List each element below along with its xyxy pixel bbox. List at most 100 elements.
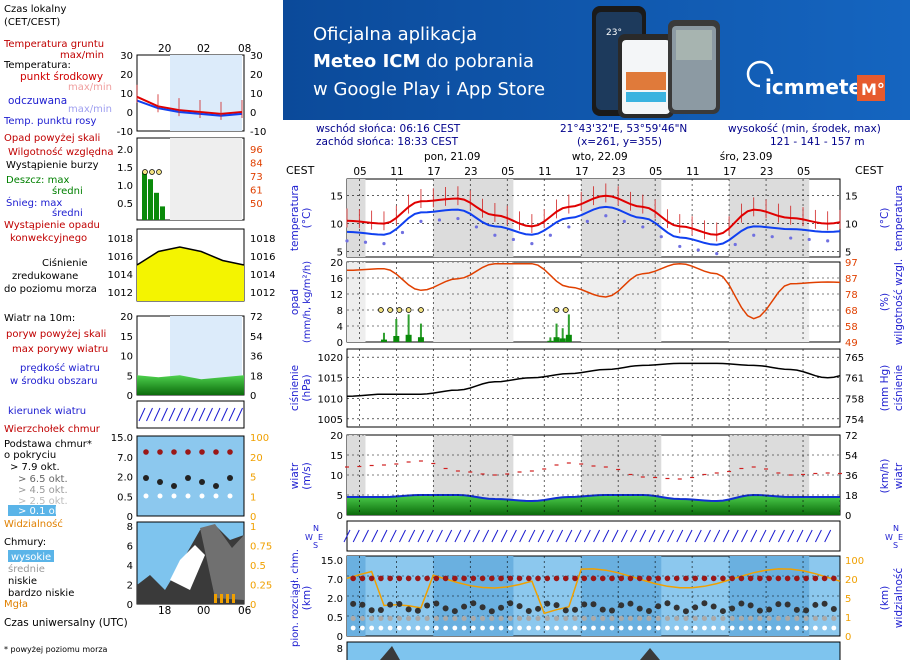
legend-wind-fill [137,375,244,395]
cloud-base-dot [516,603,523,610]
wind-arrow-icon [731,529,739,543]
legend-above-scale: Opad powyżej skali [4,133,100,144]
axis-right-label: 20 [845,575,858,586]
cloud-base-light-dot [544,625,550,631]
legend-cloud-base-dot [185,475,191,481]
cloud-base-light-dot [739,625,744,631]
wind-arrow-icon [528,529,536,543]
axis-left-label: 15 [330,451,343,462]
cloud-top-dot [562,575,569,582]
legend-octas-65: > 6.5 okt. [18,474,68,485]
dew-point [437,218,442,222]
cloud-base-dot [442,605,449,612]
legend-rain-bar [154,192,159,220]
legend-utc-tick: 00 [197,605,210,617]
cloud-base-dot [636,605,643,612]
wind-arrow-icon [546,529,554,543]
legend-wind-arrow-icon [176,407,183,422]
cloud-base-dot [645,608,652,615]
axis-right-label: 5 [845,247,851,258]
axis-right-label: 18 [250,371,263,382]
axis-right-label: 15 [845,192,858,203]
dew-point [345,239,349,243]
cloud-top-dot [498,575,504,582]
cloud-base-light-dot [628,625,633,631]
legend-octas-01: > 0.1 okt. [18,506,68,517]
cloud-base-dot [525,607,532,614]
axis-left-label: 0 [127,108,133,119]
app-banner[interactable]: Oficjalna aplikacja Meteo ICM do pobrani… [283,0,910,120]
axis-left-label: 1015 [318,374,343,385]
cloud-base-faded-dot [415,615,421,622]
cloud-base-dot [405,606,412,613]
cb-label-right-1: (km) [879,586,891,611]
cloud-base-faded-dot [831,615,837,622]
storm-marker [405,307,412,313]
cloud-base-faded-dot [507,615,513,622]
legend-clouds-label: Chmury: [4,537,46,548]
cloud-top-dot [747,575,754,582]
cloud-base-faded-dot [748,615,754,622]
legend-cloud-base-dot [199,479,205,485]
humidity-line [346,262,841,320]
cloud-base-dot [608,607,615,614]
dew-point [530,242,534,246]
axis-left-label: 2 [127,581,133,592]
legend-wind-arrow-icon [206,407,213,422]
cloud-base-light-dot [526,625,532,631]
cb-label-left-2: (km) [301,586,313,611]
wind-arrow-icon [824,529,832,543]
axis-left-label: 2.0 [117,473,133,484]
cloud-top-dot [757,575,763,582]
legend-storm-marker [142,169,148,175]
cloud-base-dot [590,601,597,608]
cloud-base-faded-dot [775,615,781,622]
wind-arrow-icon [713,529,721,543]
wind-arrow-icon [759,529,767,543]
dew-point [419,219,423,223]
legend-cloud-top-dot [143,449,149,455]
wind-arrow-icon [694,529,702,543]
axis-right-label: 68 [845,306,858,317]
dew-point [474,225,479,229]
precip-label-right-2: wilgotność wzgl. [893,259,905,345]
axis-left-label: 0.5 [327,613,343,624]
cloud-base-dot [581,601,588,608]
dew-point [585,219,589,223]
cloud-base-faded-dot [452,615,458,622]
compass-left-icon: N W E S [305,524,323,550]
cloud-base-faded-dot [461,615,467,622]
banner-line-1: Oficjalna aplikacja [313,24,477,45]
legend-cloud-base-dot [227,475,233,481]
legend-time-header-2: (CET/CEST) [4,17,60,28]
axis-right-label: 50 [250,199,263,210]
cloud-base-light-dot [609,625,615,631]
storm-marker [418,307,424,313]
legend-cloud-light-dot [227,493,233,499]
hour-tick-label: 23 [612,166,625,178]
feels-line [346,205,841,246]
axis-left-label: 8 [337,306,343,317]
cloud-base-light-dot [350,625,356,631]
rain-bar [419,323,422,342]
legend-cloud-base-dot [171,483,177,489]
cloud-base-faded-dot [766,615,772,622]
banner-line-2: Meteo ICM do pobrania [313,51,534,72]
axis-right-label: 0 [250,108,256,119]
axis-left-label: 1005 [318,415,343,426]
phone-mockup-icon: 23° [592,6,720,118]
axis-left-label: 1012 [108,288,133,299]
cloud-base-light-dot [822,625,827,631]
legend-time-header-1: Czas lokalny [4,4,67,15]
dew-point [382,242,386,246]
cloud-base-dot [618,602,625,609]
wind-arrow-icon [639,529,647,543]
cloud-base-light-dot [618,625,624,631]
cloud-top-dot [368,575,375,582]
axis-left-label: 0 [127,391,133,402]
cloud-base-faded-dot [553,615,560,622]
cb-label-right-2: widzialność [893,568,905,628]
cloud-base-dot [729,605,736,612]
wind-arrow-icon [435,529,443,543]
dew-point [511,237,515,242]
